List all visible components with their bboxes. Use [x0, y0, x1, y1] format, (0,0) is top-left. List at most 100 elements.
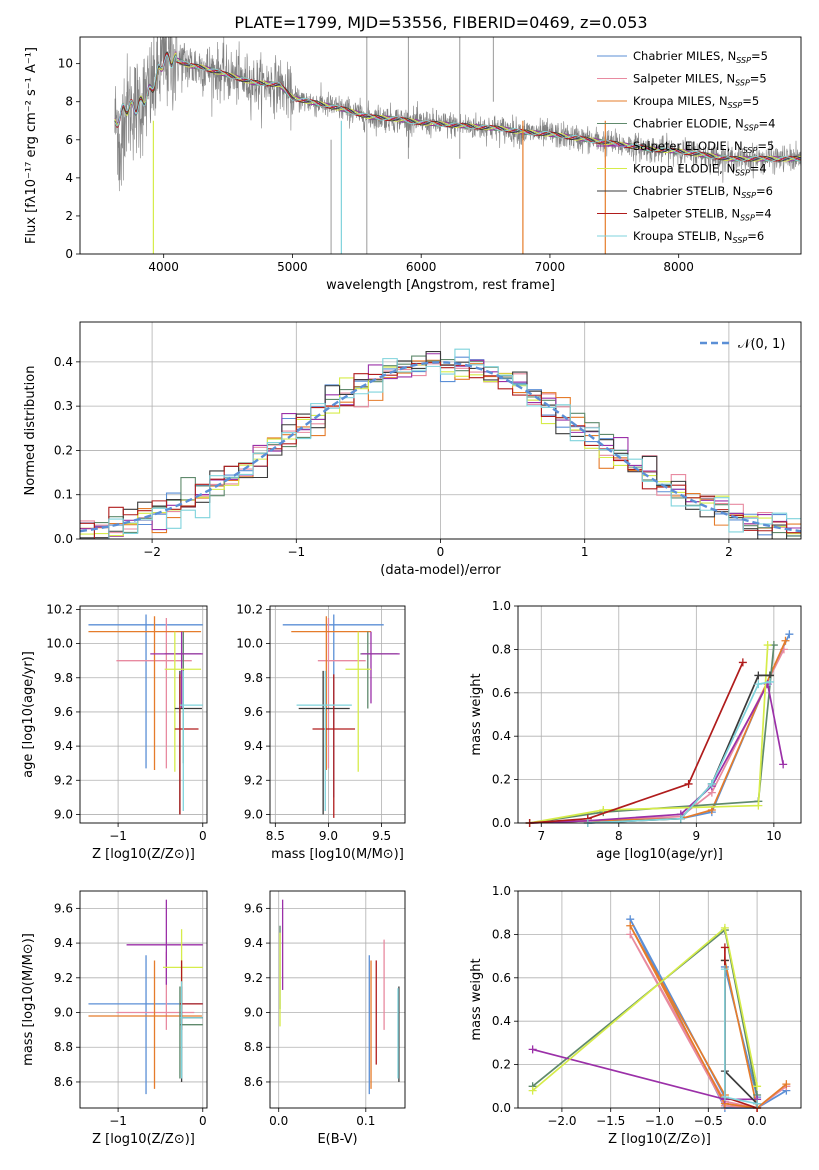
legend-model-name: Kroupa ELODIE, N [633, 162, 735, 176]
weight-point-marker [626, 921, 635, 930]
legend-subscript: SSP [740, 214, 755, 223]
y-axis-label: Normed distribution [23, 366, 38, 496]
panel-weight-vs-age: 7 8 9 10 0.0 0.2 0.4 0.6 0.8 1.0 age [log10(age/yr… [469, 599, 802, 862]
y-tick-label: 9.6 [54, 901, 73, 915]
weight-point-marker [626, 930, 635, 939]
y-tick-label: 0.0 [54, 532, 73, 546]
y-tick-label: 0.2 [54, 443, 73, 457]
y-tick-label: 9.2 [54, 971, 73, 985]
legend-nssp-value: =4 [755, 207, 772, 221]
y-tick-label: 9.0 [54, 1006, 73, 1020]
y-tick-label: 0.6 [492, 686, 511, 700]
x-tick-label: 0.1 [356, 1114, 375, 1128]
figure-title: PLATE=1799, MJD=53556, FIBERID=0469, z=0… [234, 13, 647, 32]
x-tick-label: 0.0 [748, 1114, 767, 1128]
legend-model-name: Kroupa STELIB, N [633, 229, 733, 243]
histogram-series [80, 348, 801, 539]
errorbar-group [88, 899, 203, 1095]
axes-frame [79, 321, 802, 540]
y-tick-label: 9.6 [244, 901, 263, 915]
weight-point-marker [753, 1082, 762, 1091]
weight-point-marker [754, 801, 763, 810]
y-tick-label: 9.2 [244, 773, 263, 787]
y-tick-label: 9.4 [54, 739, 73, 753]
y-tick-label: 9.4 [244, 739, 263, 753]
y-tick-label: 9.8 [244, 671, 263, 685]
x-tick-label: 4000 [148, 260, 179, 274]
weight-series-line [529, 645, 775, 824]
x-tick-label: 1 [581, 545, 589, 559]
histogram-data-group [80, 348, 801, 539]
legend-nssp-value: =6 [747, 229, 764, 243]
histogram-series [80, 361, 801, 539]
y-tick-label: 0.4 [54, 355, 73, 369]
y-tick-label: 8 [65, 95, 73, 109]
y-tick-label: 8.6 [244, 1075, 263, 1089]
y-tick-label: 10.2 [236, 602, 263, 616]
legend-nssp-value: =6 [756, 184, 773, 198]
x-axis-label: age [log10(age/yr)] [596, 847, 723, 862]
errorbar-group [282, 614, 400, 818]
panel-age-vs-Z: −1 0 9.0 9.2 9.4 9.6 9.8 10.0 10.2 Z [log10(Z/Z⊙)… [21, 602, 208, 862]
x-tick-label: 5000 [277, 260, 308, 274]
weight-point-marker [763, 641, 772, 650]
weight-point-marker [754, 680, 763, 689]
weight-series-line [529, 645, 769, 824]
x-tick-label: 9.5 [372, 829, 391, 843]
weight-point-marker [781, 636, 790, 645]
weight-point-marker [528, 1086, 537, 1095]
y-tick-label: 8.6 [54, 1075, 73, 1089]
x-tick-label: 8.5 [266, 829, 285, 843]
panel-mass-vs-EBV: 0.0 0.1 8.6 8.8 9.0 9.2 9.4 9.6 E(B-V) [244, 890, 406, 1147]
axes-frame [269, 605, 406, 824]
spectrum-data-group [114, 37, 801, 254]
weight-point-marker [785, 630, 794, 639]
x-axis-label: wavelength [Angstrom, rest frame] [326, 278, 555, 293]
weight-point-marker [779, 760, 788, 769]
weight-point-marker [684, 779, 693, 788]
y-tick-label: 0.0 [492, 1101, 511, 1115]
legend-model-name: Chabrier ELODIE, N [633, 117, 744, 131]
y-tick-label: 0.8 [492, 927, 511, 941]
x-tick-label: 9.0 [319, 829, 338, 843]
legend-subscript: SSP [728, 101, 743, 110]
histogram-series [80, 351, 801, 539]
x-tick-label: 10 [766, 829, 781, 843]
legend-model-name: Chabrier STELIB, N [633, 184, 741, 198]
x-tick-label: 8000 [663, 260, 694, 274]
x-tick-label: −2.0 [547, 1114, 576, 1128]
weight-point-marker [720, 1093, 729, 1102]
legend-model-name: Kroupa MILES, N [633, 94, 728, 108]
x-tick-label: 0 [437, 545, 445, 559]
y-tick-label: 9.2 [244, 971, 263, 985]
axes-frame [79, 605, 208, 824]
x-tick-label: −1 [109, 829, 127, 843]
legend-subscript: SSP [741, 191, 756, 200]
weight-point-marker [720, 923, 729, 932]
legend-label: Salpeter ELODIE, NSSP=5 [633, 139, 774, 155]
spectrum-model-line [114, 51, 801, 162]
legend-label: Kroupa STELIB, NSSP=6 [633, 229, 764, 245]
y-tick-label: 9.0 [244, 1006, 263, 1020]
legend-model-name: Salpeter STELIB, N [633, 207, 740, 221]
y-tick-label: 10.0 [236, 637, 263, 651]
weight-point-marker [738, 658, 747, 667]
x-tick-label: 7000 [535, 260, 566, 274]
y-tick-label: 9.6 [54, 705, 73, 719]
y-tick-label: 8.8 [244, 1040, 263, 1054]
legend-label: 𝒩(0, 1) [738, 337, 785, 352]
weight-point-marker [676, 814, 685, 823]
y-axis-label: mass [log10(M/M⊙)] [21, 933, 36, 1066]
x-tick-label: 0 [199, 1114, 207, 1128]
x-axis-label: Z [log10(Z/Z⊙)] [608, 1132, 711, 1147]
weight-series-line [587, 674, 770, 824]
y-tick-label: 1.0 [492, 599, 511, 613]
y-tick-label: 0.4 [492, 729, 511, 743]
legend-subscript: SSP [744, 124, 759, 133]
axes-frame [79, 36, 802, 255]
legend-nssp-value: =5 [742, 94, 759, 108]
y-tick-label: 1.0 [492, 884, 511, 898]
y-tick-label: 0.0 [492, 816, 511, 830]
